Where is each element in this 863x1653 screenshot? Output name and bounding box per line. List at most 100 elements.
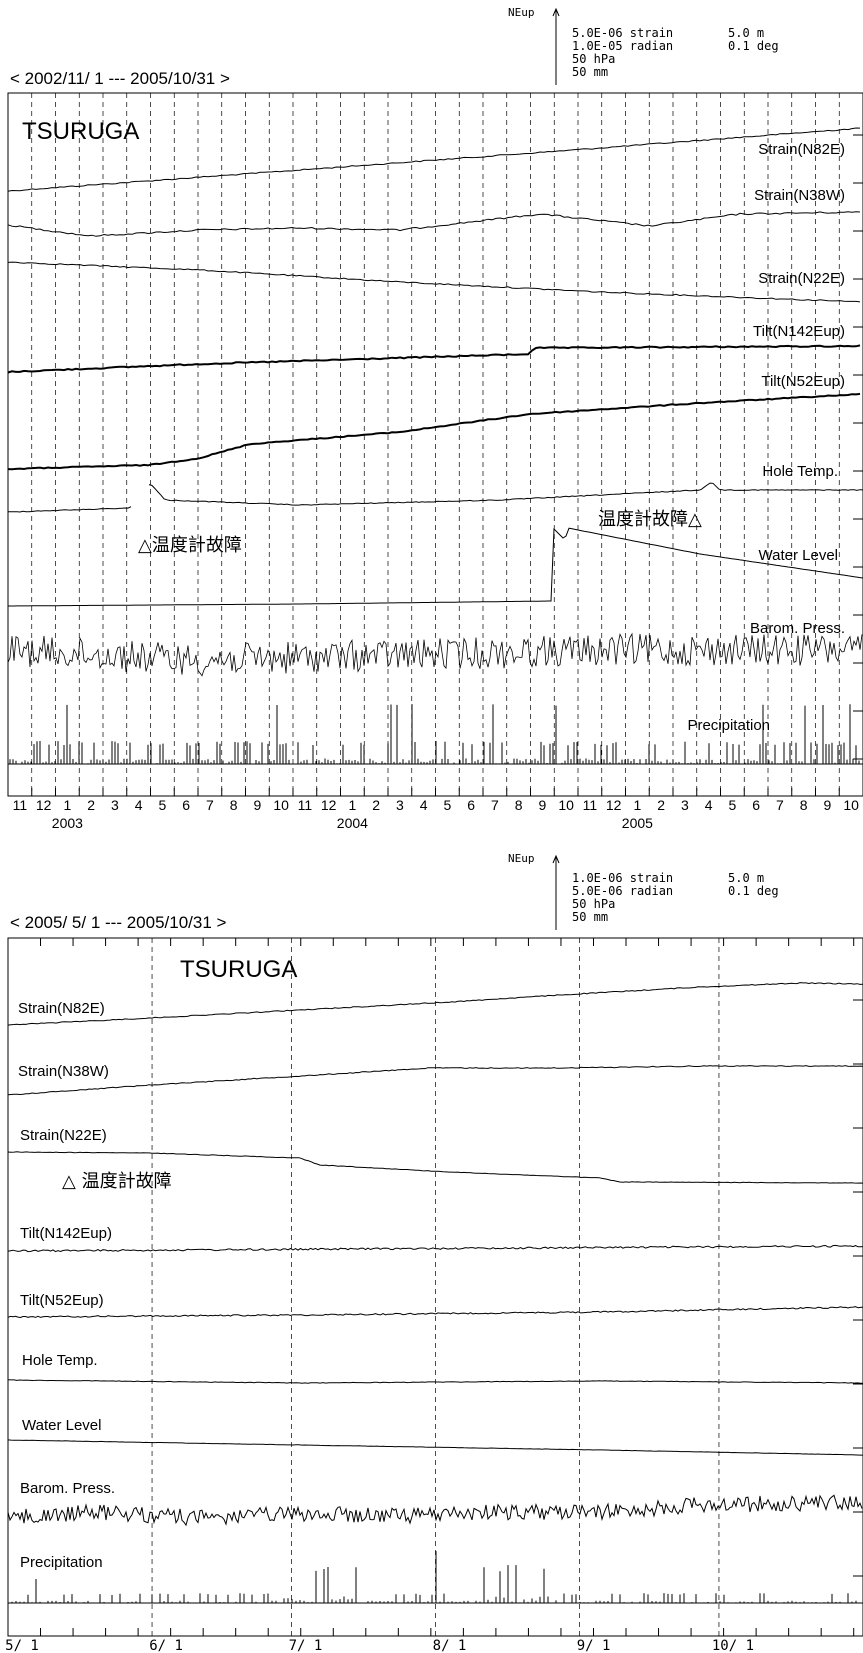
panel-2: < 2005/ 5/ 1 --- 2005/10/31 > NEup 1.0E-… [5, 852, 863, 1653]
panel-2-series-labels: Strain(N82E) Strain(N38W) Strain(N22E) T… [18, 1000, 115, 1571]
panel-1-scale-left-0: 5.0E-06 strain [572, 26, 673, 40]
panel-2-month-label: 5/ 1 [5, 1638, 39, 1653]
panel-1-trace-strain-n22e [7, 261, 861, 303]
panel-1-month-label: 2 [87, 797, 95, 813]
panel-1-month-label: 7 [491, 797, 499, 813]
panel-1-month-label: 12 [321, 797, 337, 813]
panel-1-scale-left-1: 1.0E-05 radian [572, 39, 673, 53]
panel-1-label-tilt-n52eup: Tilt(N52Eup) [761, 373, 845, 390]
panel-2-label-water-level: Water Level [22, 1417, 101, 1434]
panel-2-scale-right-1: 0.1 deg [728, 884, 779, 898]
panel-2-trace-strain-n38w [7, 1065, 863, 1096]
panel-2-trace-hole-temp [7, 1379, 863, 1384]
panel-1-month-label: 11 [583, 797, 598, 813]
panel-1-month-label: 9 [538, 797, 546, 813]
panel-2-month-label: 7/ 1 [289, 1638, 323, 1653]
panel-2-month-labels: 5/ 1 6/ 1 7/ 1 8/ 1 9/ 1 10/ 1 [5, 1638, 754, 1653]
panel-1-series-labels: Strain(N82E) Strain(N38W) Strain(N22E) T… [687, 141, 845, 734]
panel-2-station-title: TSURUGA [180, 956, 297, 983]
panel-1-month-label: 8 [230, 797, 238, 813]
panel-1: < 2002/11/ 1 --- 2005/10/31 > NEup 5.0E-… [7, 6, 863, 831]
panel-2-trace-barom-press [7, 1494, 863, 1527]
panel-1-period: < 2002/11/ 1 --- 2005/10/31 > [10, 69, 230, 88]
panel-1-month-label: 3 [111, 797, 119, 813]
panel-1-label-precipitation: Precipitation [687, 717, 770, 734]
panel-2-grid [151, 938, 720, 1636]
panel-1-month-label: 7 [776, 797, 784, 813]
panel-2-trace-tilt-n142eup [7, 1244, 863, 1253]
panel-1-month-label: 3 [681, 797, 689, 813]
panel-1-month-label: 11 [13, 797, 28, 813]
panel-1-month-label: 9 [823, 797, 831, 813]
panel-1-month-label: 10 [558, 797, 574, 813]
panel-2-neup-label: NEup [508, 852, 535, 865]
panel-2-label-hole-temp: Hole Temp. [22, 1352, 98, 1369]
panel-1-month-label: 5 [443, 797, 451, 813]
panel-2-scale-left-0: 1.0E-06 strain [572, 871, 673, 885]
panel-1-month-label: 4 [420, 797, 428, 813]
panel-2-label-tilt-n142eup: Tilt(N142Eup) [20, 1225, 112, 1242]
panel-1-scale-left-3: 50 mm [572, 65, 608, 79]
panel-1-label-strain-n82e: Strain(N82E) [758, 141, 845, 158]
panel-1-month-label: 10 [273, 797, 289, 813]
panel-1-trace-tilt-n142eup [7, 344, 861, 374]
panel-1-neup-label: NEup [508, 6, 535, 19]
panel-2-ticks [40, 938, 863, 1636]
panel-2-scale-left-2: 50 hPa [572, 897, 615, 911]
panel-1-month-label: 6 [182, 797, 190, 813]
panel-1-month-label: 1 [348, 797, 356, 813]
panel-1-trace-tilt-n52eup [7, 392, 861, 471]
panel-1-year-label: 2005 [622, 815, 653, 831]
panel-1-month-label: 5 [728, 797, 736, 813]
panel-1-month-label: 12 [36, 797, 52, 813]
panel-2-scale-left-3: 50 mm [572, 910, 608, 924]
panel-1-trace-barom-press [7, 632, 863, 677]
panel-1-month-label: 8 [800, 797, 808, 813]
panel-2-frame [7, 937, 863, 1637]
panel-1-scale-legend: NEup 5.0E-06 strain 1.0E-05 radian 50 hP… [508, 6, 779, 85]
panel-1-month-labels: 11 12 1 2 3 4 5 6 7 8 9 10 11 12 1 2 3 4 5 6 7 8 9 10 11 12 1 2 3 4 5 6… [13, 797, 860, 813]
panel-1-label-barom-press: Barom. Press. [750, 620, 845, 637]
panel-1-scale-arrowhead [552, 7, 560, 17]
panel-1-label-hole-temp: Hole Temp. [762, 463, 838, 480]
panel-1-month-label: 2 [657, 797, 665, 813]
panel-2-label-tilt-n52eup: Tilt(N52Eup) [20, 1292, 104, 1309]
panel-1-month-label: 6 [467, 797, 475, 813]
panel-1-annotation-thermometer-fault-1: △温度計故障 [138, 535, 242, 556]
panel-1-month-label: 10 [843, 797, 859, 813]
panel-2-label-precipitation: Precipitation [20, 1554, 103, 1571]
panel-1-month-label: 9 [253, 797, 261, 813]
panel-1-month-label: 1 [633, 797, 641, 813]
panel-2-label-barom-press: Barom. Press. [20, 1480, 115, 1497]
panel-2-trace-water-level [7, 1439, 863, 1456]
panel-1-label-strain-n22e: Strain(N22E) [758, 270, 845, 287]
panel-1-scale-right-0: 5.0 m [728, 26, 764, 40]
panel-2-month-label: 8/ 1 [433, 1638, 467, 1653]
panel-2-period: < 2005/ 5/ 1 --- 2005/10/31 > [10, 913, 227, 932]
panel-1-grid [31, 93, 840, 796]
panel-1-month-label: 3 [396, 797, 404, 813]
panel-1-month-label: 2 [372, 797, 380, 813]
panel-1-month-label: 7 [206, 797, 214, 813]
panel-1-month-label: 1 [63, 797, 71, 813]
panel-2-scale-right-0: 5.0 m [728, 871, 764, 885]
panel-2-annotation-thermometer-fault: △ 温度計故障 [62, 1171, 172, 1192]
panel-1-month-label: 11 [298, 797, 313, 813]
panel-2-trace-strain-n22e [7, 1151, 863, 1184]
panel-1-label-tilt-n142eup: Tilt(N142Eup) [753, 323, 845, 340]
panel-2-traces [7, 982, 863, 1604]
panel-2-scale-legend: NEup 1.0E-06 strain 5.0E-06 radian 50 hP… [508, 852, 779, 930]
panel-2-month-label: 9/ 1 [577, 1638, 611, 1653]
panel-1-month-label: 4 [705, 797, 713, 813]
panel-2-trace-tilt-n52eup [7, 1306, 863, 1319]
panel-1-trace-precipitation [9, 704, 860, 764]
panel-1-station-title: TSURUGA [22, 118, 139, 145]
panel-1-month-label: 12 [606, 797, 622, 813]
panel-2-month-label: 10/ 1 [712, 1638, 754, 1653]
panel-1-ticks [31, 134, 863, 796]
panel-2-month-label: 6/ 1 [149, 1638, 183, 1653]
panel-1-traces [7, 127, 863, 765]
panel-1-month-label: 8 [515, 797, 523, 813]
panel-1-year-label: 2004 [337, 815, 368, 831]
